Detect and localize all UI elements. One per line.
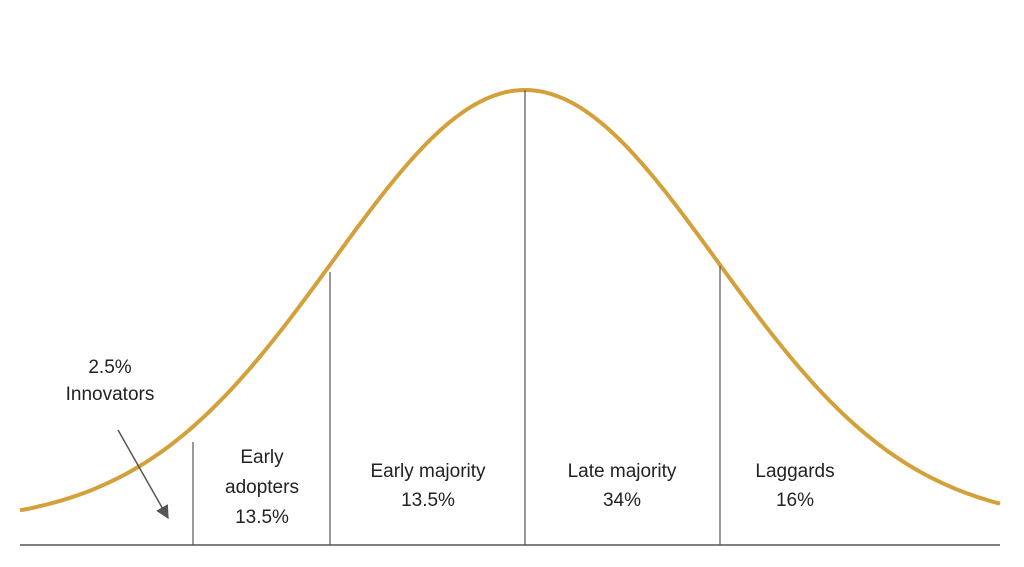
segment-label: Early [240, 447, 284, 468]
segment-label: Early majority [370, 461, 486, 482]
segment-label: 16% [776, 490, 814, 511]
labels: 2.5% Innovators Early adopters 13.5% Early ma… [66, 357, 835, 528]
bell-curve [19, 87, 1001, 513]
segment-label: 13.5% [235, 507, 289, 528]
segment-label: Innovators [66, 384, 155, 405]
segment-label: 34% [603, 490, 641, 511]
segment-label: 2.5% [88, 357, 131, 378]
segment-label: Late majority [568, 461, 677, 482]
segment-label: Laggards [755, 461, 834, 482]
arrow [117, 429, 169, 520]
segment-label: adopters [225, 477, 299, 498]
segment-label: 13.5% [401, 490, 455, 511]
